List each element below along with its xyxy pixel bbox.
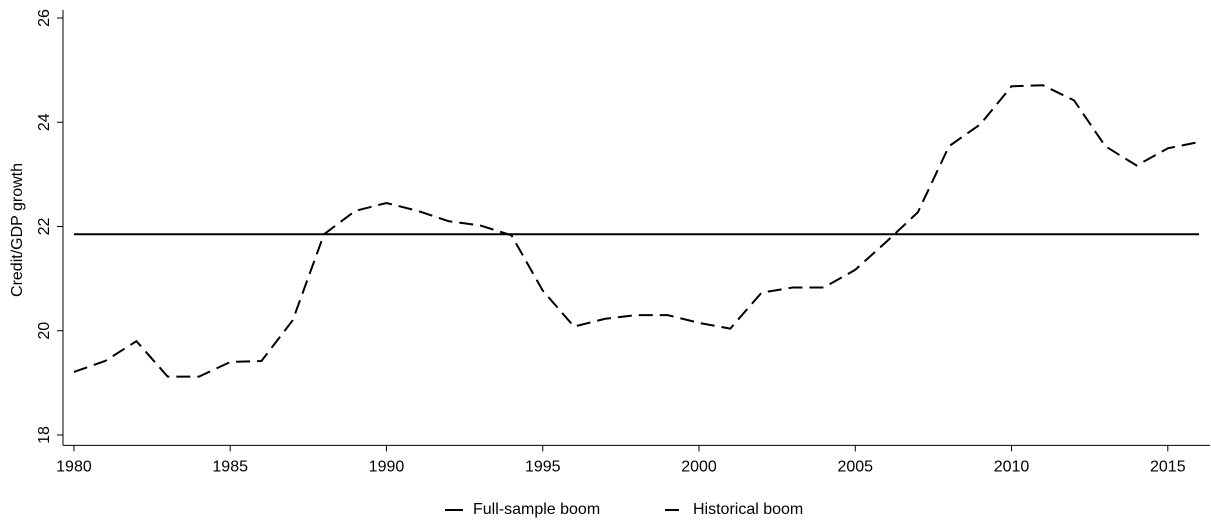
y-tick-label: 18 [36,426,53,444]
x-tick-label: 1980 [56,459,92,476]
legend-label: Historical boom [693,501,803,518]
y-tick-label: 22 [36,217,53,235]
legend-label: Full-sample boom [473,501,600,518]
line-series [73,84,1200,378]
y-tick-label: 20 [36,322,53,340]
x-tick-label: 2010 [994,459,1030,476]
x-tick-label: 1995 [525,459,561,476]
x-tick-label: 2000 [681,459,717,476]
x-tick-label: 2015 [1150,459,1186,476]
x-tick-label: 1990 [369,459,405,476]
y-tick-label: 26 [36,9,53,27]
x-tick-label: 2005 [837,459,873,476]
x-tick-label: 1985 [212,459,248,476]
y-tick-label: 24 [36,113,53,131]
y-axis-label: Credit/GDP growth [9,163,26,297]
